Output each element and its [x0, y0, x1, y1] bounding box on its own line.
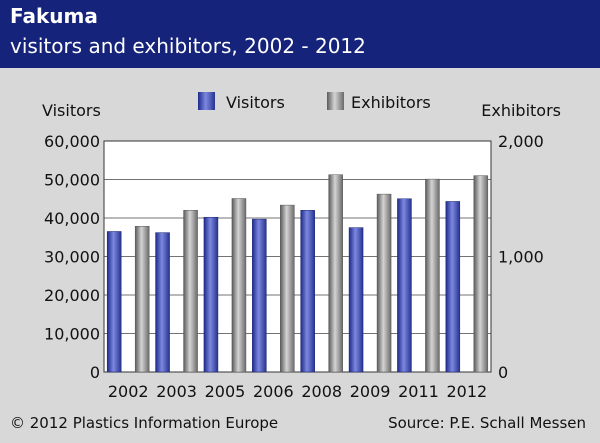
- chart-subtitle: visitors and exhibitors, 2002 - 2012: [10, 34, 366, 58]
- chart-title: Fakuma: [10, 4, 98, 28]
- y-tick-label-left: 30,000: [44, 248, 100, 267]
- bar-visitors-2011: [397, 198, 412, 373]
- y-tick-label-right: 1,000: [498, 248, 544, 267]
- x-tick-label: 2003: [156, 382, 197, 401]
- bar-visitors-2009: [348, 227, 364, 373]
- x-tick-label: 2008: [301, 382, 342, 401]
- bar-visitors-2008: [300, 210, 315, 373]
- bar-exhibitors-2009: [376, 193, 392, 373]
- bar-visitors-2006: [252, 218, 267, 373]
- y-tick-label-left: 40,000: [44, 209, 100, 228]
- bar-visitors-2005: [203, 216, 219, 373]
- bar-exhibitors-2002: [134, 225, 150, 373]
- bar-exhibitors-2005: [231, 198, 247, 373]
- legend: Visitors Exhibitors: [198, 92, 431, 112]
- y-axis-label-left: Visitors: [42, 101, 101, 120]
- y-tick-label-left: 50,000: [44, 171, 100, 190]
- source-text: Source: P.E. Schall Messen: [388, 414, 586, 432]
- y-tick-label-right: 2,000: [498, 132, 544, 151]
- x-tick-label: 2009: [350, 382, 391, 401]
- y-tick-label-left: 60,000: [44, 132, 100, 151]
- y-tick-label-right: 0: [498, 363, 508, 382]
- bar-visitors-2002: [106, 231, 122, 373]
- bar-exhibitors-2011: [425, 178, 440, 373]
- bar-exhibitors-2012: [473, 175, 489, 373]
- bar-exhibitors-2003: [183, 210, 198, 373]
- x-tick-label: 2011: [398, 382, 439, 401]
- bar-visitors-2003: [155, 232, 170, 373]
- bar-visitors-2012: [445, 201, 461, 373]
- x-tick-label: 2005: [205, 382, 246, 401]
- x-tick-label: 2012: [446, 382, 487, 401]
- bar-exhibitors-2008: [328, 174, 343, 373]
- copyright-text: © 2012 Plastics Information Europe: [10, 414, 279, 432]
- legend-swatch-visitors: [198, 92, 215, 110]
- y-tick-label-left: 10,000: [44, 325, 100, 344]
- bar-exhibitors-2006: [280, 204, 295, 373]
- y-axis-label-right: Exhibitors: [481, 101, 561, 120]
- x-tick-label: 2006: [253, 382, 294, 401]
- legend-label-exhibitors: Exhibitors: [351, 93, 431, 112]
- legend-swatch-exhibitors: [327, 92, 344, 110]
- y-tick-label-left: 20,000: [44, 286, 100, 305]
- y-tick-label-left: 0: [90, 363, 100, 382]
- chart-header: Fakuma visitors and exhibitors, 2002 - 2…: [0, 0, 600, 68]
- legend-label-visitors: Visitors: [226, 93, 285, 112]
- x-tick-label: 2002: [108, 382, 149, 401]
